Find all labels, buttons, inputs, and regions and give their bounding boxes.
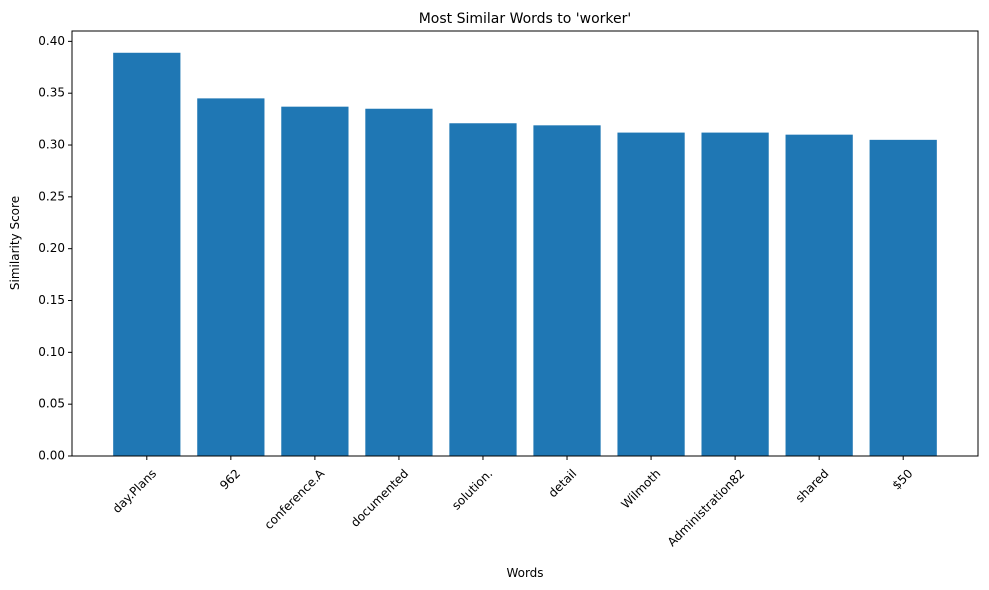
bar-0 <box>113 52 181 457</box>
x-tick-label: shared <box>793 466 832 505</box>
y-tick-label: 0.35 <box>38 86 65 100</box>
bar-5 <box>533 125 601 456</box>
y-tick-label: 0.15 <box>38 293 65 307</box>
chart-title: Most Similar Words to 'worker' <box>419 11 632 27</box>
y-axis-ticks: 0.00 0.05 0.10 0.15 0.20 0.25 0.30 0.35 0.40 <box>38 34 72 463</box>
bar-8 <box>785 134 853 456</box>
x-tick-label: detail <box>546 466 580 500</box>
y-axis-label: Similarity Score <box>8 196 22 290</box>
y-tick-label: 0.30 <box>38 138 65 152</box>
y-tick-label: 0.00 <box>38 449 65 463</box>
bar-9 <box>869 139 937 456</box>
x-axis-label: Words <box>506 566 543 580</box>
x-tick-label: conference.A <box>262 466 328 532</box>
x-tick-label: 962 <box>217 466 243 492</box>
y-tick-label: 0.20 <box>38 241 65 255</box>
bar-2 <box>281 106 349 457</box>
x-tick-label: Administration82 <box>665 466 748 549</box>
bar-6 <box>617 132 685 456</box>
bar-7 <box>701 132 769 456</box>
y-tick-label: 0.40 <box>38 34 65 48</box>
y-tick-label: 0.05 <box>38 397 65 411</box>
y-tick-label: 0.10 <box>38 345 65 359</box>
x-tick-label: $50 <box>889 466 915 492</box>
x-axis-ticks: day.Plans 962 conference.A documented soluti… <box>110 456 916 549</box>
plot-frame <box>71 30 979 457</box>
x-tick-label: day.Plans <box>110 466 159 515</box>
bar-1 <box>197 98 265 456</box>
bars-group <box>113 52 937 457</box>
x-tick-label: solution. <box>449 466 495 512</box>
x-tick-label: Wilmoth <box>618 466 663 511</box>
y-tick-label: 0.25 <box>38 189 65 203</box>
bar-4 <box>449 123 517 456</box>
bar-3 <box>365 108 433 457</box>
x-tick-label: documented <box>348 466 411 529</box>
